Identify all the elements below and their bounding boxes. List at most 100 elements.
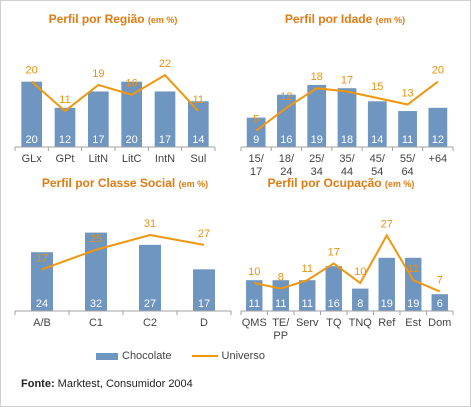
- category-label: 55/64: [400, 153, 416, 178]
- category-label: 45/54: [370, 153, 386, 178]
- category-label: C1: [89, 317, 103, 329]
- chart-4: Perfil por Ocupação (em %) 11 11 11 16 8 19 19 6…: [240, 176, 454, 342]
- line-value-label: 10: [248, 266, 260, 278]
- line-value-label: 15: [371, 81, 383, 93]
- category-label: TE/PP: [272, 317, 290, 342]
- bar-value-label: 17: [198, 298, 210, 310]
- line-value-label: 18: [311, 71, 323, 83]
- bar: [139, 244, 161, 311]
- bar-value-label: 19: [311, 134, 323, 146]
- line-value-label: 20: [26, 65, 38, 77]
- bar-value-label: 14: [371, 134, 383, 146]
- bar-value-label: 20: [126, 134, 138, 146]
- bar: [277, 94, 296, 147]
- source-note: Fonte: Marktest, Consumidor 2004: [21, 378, 193, 390]
- line-value-label: 5: [253, 114, 259, 126]
- line-value-label: 17: [328, 246, 340, 258]
- category-label: 25/34: [309, 153, 325, 178]
- chart-1: Perfil por Região (em %) 20 12 17 20 17 14 GLx G…: [14, 12, 216, 165]
- universo-line: [41, 234, 205, 271]
- bar-value-label: 17: [92, 134, 104, 146]
- category-label: IntN: [155, 153, 175, 165]
- line-value-label: 17: [341, 74, 353, 86]
- category-label: Dom: [428, 317, 451, 329]
- line-value-label: 8: [278, 272, 284, 284]
- bar: [54, 107, 76, 147]
- bar-value-label: 19: [407, 298, 419, 310]
- line-value-label: 20: [432, 65, 444, 77]
- source-text: Marktest, Consumidor 2004: [57, 378, 193, 390]
- bar: [154, 91, 176, 147]
- bar-value-label: 8: [357, 298, 363, 310]
- category-label: Ref: [378, 317, 396, 329]
- category-label: +64: [429, 153, 448, 165]
- bar: [188, 101, 209, 147]
- category-label: TNQ: [349, 317, 373, 329]
- bar-value-label: 11: [249, 298, 260, 310]
- chart-3: Perfil por Classe Social (em %) 24 32 27 17 A…: [14, 176, 232, 329]
- bar-value-label: 18: [341, 134, 353, 146]
- bar-value-label: 20: [26, 134, 38, 146]
- bar-value-label: 9: [253, 134, 259, 146]
- bar-value-label: 11: [302, 298, 313, 310]
- bar-value-label: 11: [402, 134, 413, 146]
- legend-line-swatch: [191, 355, 218, 357]
- line-value-label: 13: [401, 88, 413, 100]
- line-value-label: 11: [59, 94, 70, 106]
- category-label: QMS: [242, 317, 267, 329]
- category-label: TQ: [326, 317, 342, 329]
- bar-value-label: 12: [59, 134, 71, 146]
- bar-value-label: 12: [432, 134, 444, 146]
- bar: [246, 280, 263, 311]
- category-label: 18/24: [279, 153, 295, 178]
- category-label: A/B: [33, 317, 51, 329]
- chart-title: Perfil por Região (em %): [49, 12, 178, 26]
- chart-title: Perfil por Ocupação (em %): [268, 176, 415, 190]
- category-label: LitC: [122, 153, 142, 165]
- line-value-label: 16: [126, 78, 138, 90]
- line-value-label: 19: [92, 68, 104, 80]
- bar: [337, 88, 357, 147]
- line-value-label: 25: [90, 233, 102, 245]
- bar: [352, 288, 369, 311]
- category-label: Est: [405, 317, 421, 329]
- bar-value-label: 11: [275, 298, 286, 310]
- bar: [398, 111, 417, 147]
- category-label: C2: [143, 317, 157, 329]
- bar: [378, 257, 395, 311]
- category-label: D: [200, 317, 208, 329]
- bar: [193, 269, 215, 311]
- universo-line: [255, 80, 439, 132]
- universo-line: [254, 233, 441, 293]
- line-value-label: 17: [36, 252, 48, 264]
- chart-title: Perfil por Idade (em %): [285, 12, 405, 26]
- category-label: 35/44: [339, 153, 355, 178]
- line-value-label: 11: [193, 94, 204, 106]
- bar-value-label: 16: [280, 134, 292, 146]
- line-value-label: 31: [144, 218, 156, 230]
- legend-bar-swatch: [96, 352, 118, 360]
- line-value-label: 27: [198, 228, 210, 240]
- category-label: GLx: [22, 153, 43, 165]
- bar: [325, 266, 342, 311]
- bar-value-label: 24: [36, 298, 48, 310]
- bar: [405, 257, 422, 311]
- bar-value-label: 27: [144, 298, 156, 310]
- bar-value-label: 19: [381, 298, 393, 310]
- legend-bar-label: Chocolate: [122, 350, 172, 362]
- bar: [431, 294, 448, 311]
- category-label: 15/17: [248, 153, 264, 178]
- bar: [428, 107, 448, 147]
- chart-title: Perfil por Classe Social (em %): [42, 176, 208, 190]
- bar: [88, 91, 109, 147]
- bar: [299, 280, 316, 311]
- bar-value-label: 17: [159, 134, 171, 146]
- bar: [246, 117, 266, 147]
- bar: [121, 81, 142, 147]
- bar-value-label: 16: [328, 298, 340, 310]
- line-value-label: 7: [437, 274, 443, 286]
- line-value-label: 22: [159, 58, 171, 70]
- bar: [21, 81, 42, 147]
